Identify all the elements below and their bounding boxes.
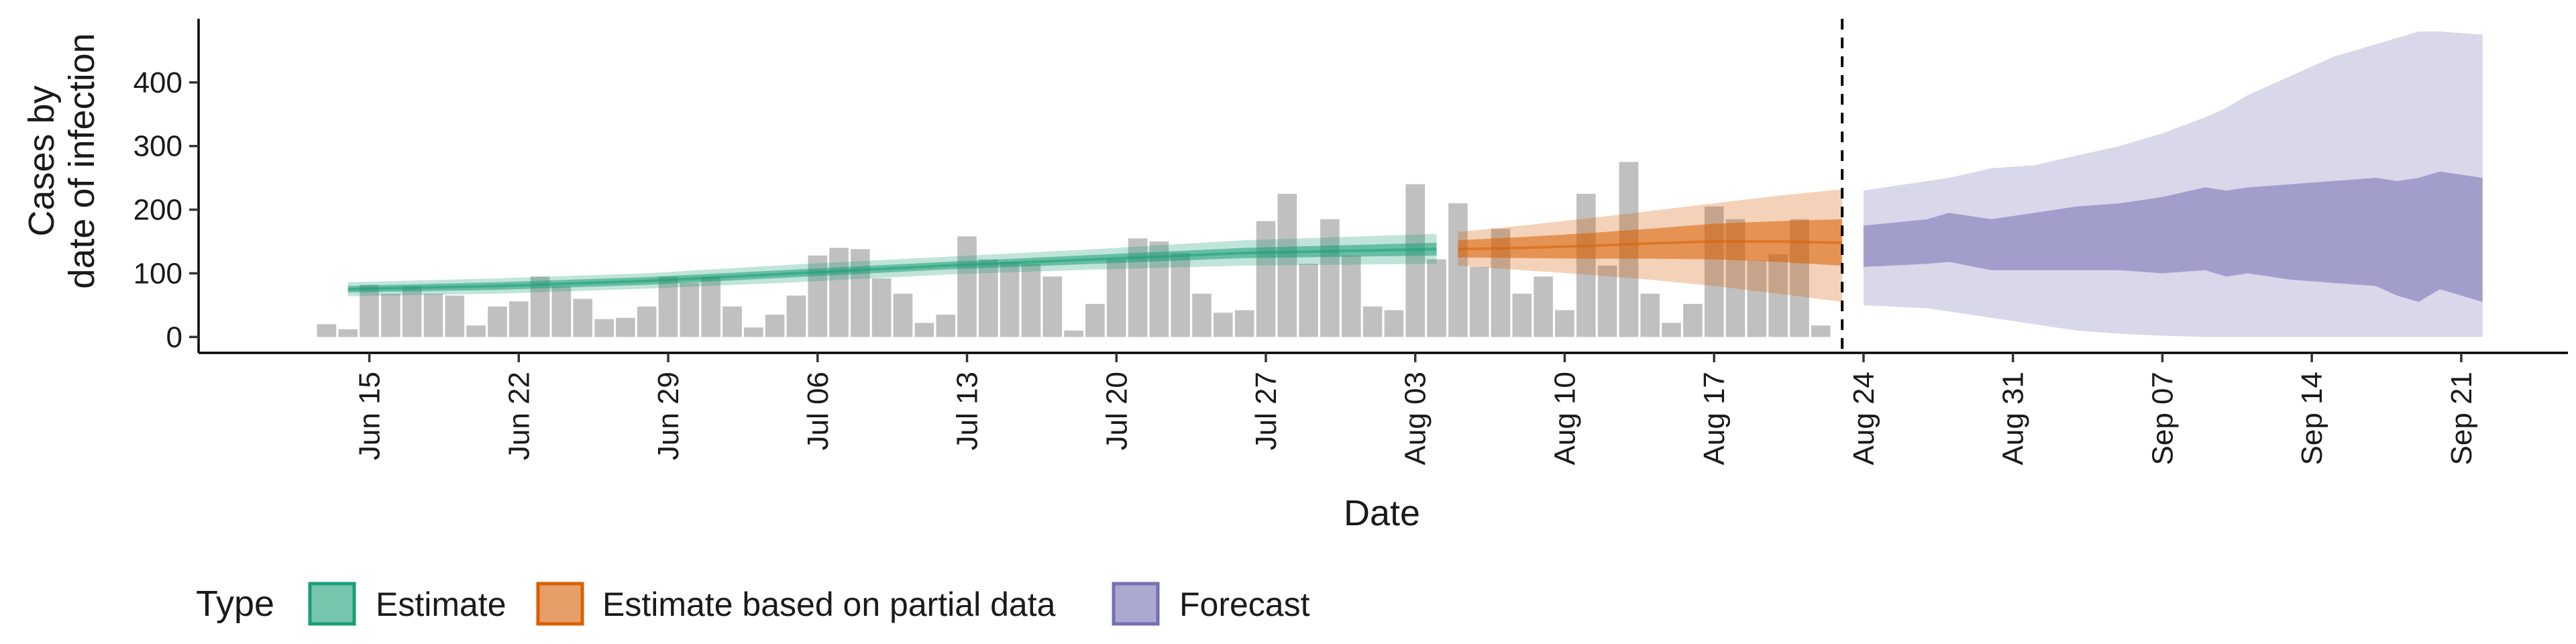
axes: 0 100 200 300 400 Jun 15 Jun 22 Jun 29 Jul 06 Jul… [133, 19, 2568, 465]
bar [1469, 266, 1489, 337]
legend-label-partial: Estimate based on partial data [602, 586, 1056, 623]
bar [1448, 203, 1468, 337]
bar [658, 276, 678, 337]
bar [851, 249, 870, 337]
bar [573, 299, 592, 337]
bar [1299, 264, 1318, 337]
bar [637, 306, 657, 337]
bar [1320, 219, 1340, 337]
bar [914, 323, 934, 337]
y-axis-title-line-2: date of infection [62, 33, 102, 288]
y-tick-label: 200 [133, 194, 182, 227]
bar [893, 293, 913, 337]
bar [1683, 304, 1703, 337]
bar [1171, 253, 1190, 337]
y-tick-label: 300 [133, 130, 182, 163]
plot-area [317, 19, 2483, 353]
bar [1811, 325, 1831, 337]
bar [936, 315, 955, 337]
legend-title: Type [196, 584, 274, 624]
bar [1064, 330, 1083, 337]
y-tick-label: 0 [166, 321, 182, 354]
x-tick-label: Aug 31 [1997, 372, 2030, 465]
bar [509, 301, 529, 337]
x-tick-label: Jul 27 [1250, 372, 1283, 450]
legend-swatch-partial [536, 582, 584, 626]
x-tick-label: Aug 24 [1847, 372, 1880, 465]
forecast-band-50 [1863, 171, 2483, 303]
x-tick-label: Jun 22 [502, 372, 535, 460]
estimate-based-on-partial-data-median-line [1458, 240, 1843, 251]
x-tick-label: Jun 29 [652, 372, 685, 460]
bar [360, 284, 379, 337]
legend: Type Estimate Estimate based on partial … [196, 582, 1310, 626]
bar [381, 293, 400, 337]
bar [786, 295, 806, 337]
bar [1021, 264, 1041, 337]
bar [338, 329, 358, 337]
bar [1597, 266, 1617, 337]
bar [551, 286, 572, 337]
bar [1512, 293, 1532, 337]
x-tick-label: Sep 14 [2296, 372, 2328, 465]
bar [1192, 293, 1212, 337]
bar [1768, 254, 1788, 337]
bar [1555, 310, 1574, 337]
bar [1106, 259, 1126, 337]
bar [1042, 276, 1063, 337]
bar [1576, 193, 1596, 337]
bar [466, 325, 486, 337]
bar [1662, 323, 1681, 337]
bar [1534, 276, 1553, 337]
bar [1362, 306, 1383, 337]
bar [1342, 255, 1361, 337]
estimate-median-line [347, 248, 1437, 291]
x-tick-label: Aug 17 [1698, 372, 1731, 465]
x-tick-label: Jun 15 [354, 372, 386, 460]
bar [979, 259, 998, 337]
bar [680, 282, 700, 337]
bar [1214, 313, 1233, 337]
bar [957, 236, 977, 337]
bar [744, 327, 763, 337]
x-tick-label: Sep 07 [2146, 372, 2179, 465]
bar [594, 319, 614, 337]
bar [1640, 293, 1660, 337]
bar [1747, 260, 1767, 337]
legend-swatch-estimate [308, 582, 356, 626]
bar [317, 324, 337, 337]
bar [1000, 262, 1020, 337]
bar [1085, 304, 1105, 337]
legend-label-forecast: Forecast [1179, 586, 1310, 623]
bar [701, 276, 720, 337]
x-tick-label: Aug 03 [1399, 372, 1432, 465]
legend-swatch-forecast [1112, 582, 1160, 626]
bar [616, 317, 635, 337]
bar [488, 306, 507, 337]
bar [829, 248, 849, 337]
bar [423, 293, 443, 337]
bar [871, 278, 892, 337]
x-tick-label: Aug 10 [1549, 372, 1582, 465]
y-axis-title-line-1: Cases by [21, 85, 62, 236]
bar [722, 306, 742, 337]
x-axis-title: Date [1344, 493, 1420, 533]
x-tick-label: Jul 06 [802, 372, 835, 450]
x-tick-label: Sep 21 [2445, 372, 2478, 465]
bar [1234, 310, 1254, 337]
bar [1405, 184, 1425, 337]
y-tick-label: 400 [133, 66, 182, 99]
bar [1384, 310, 1404, 337]
bar [1256, 221, 1276, 337]
x-tick-label: Jul 20 [1100, 372, 1133, 450]
x-tick-label: Jul 13 [951, 372, 984, 450]
bar [1427, 259, 1446, 337]
bar [765, 315, 785, 337]
bar [445, 295, 465, 337]
y-tick-label: 100 [133, 257, 182, 290]
legend-label-estimate: Estimate [376, 586, 506, 623]
bar [1277, 193, 1297, 337]
bar [402, 286, 422, 337]
